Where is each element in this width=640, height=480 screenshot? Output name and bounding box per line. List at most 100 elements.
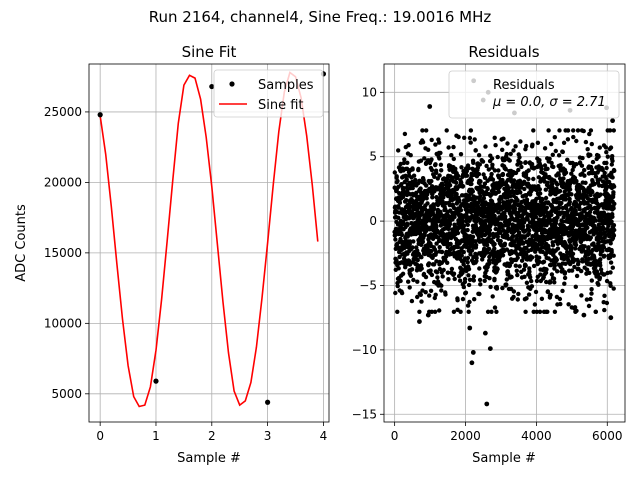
residual-outlier bbox=[425, 312, 431, 318]
residual-point bbox=[478, 184, 483, 189]
residual-point bbox=[439, 288, 444, 293]
residual-point bbox=[518, 139, 523, 144]
residual-point bbox=[397, 200, 403, 205]
residual-point bbox=[574, 162, 579, 167]
residual-point bbox=[505, 141, 510, 146]
residual-point bbox=[460, 183, 466, 189]
residual-point bbox=[436, 140, 442, 145]
legend-box bbox=[213, 69, 324, 118]
residual-point bbox=[604, 165, 609, 171]
residual-point bbox=[585, 225, 590, 230]
residual-point bbox=[582, 173, 587, 178]
residual-point bbox=[534, 278, 540, 284]
residual-point bbox=[502, 157, 507, 163]
residual-point bbox=[399, 182, 404, 187]
residual-point bbox=[465, 260, 470, 265]
residual-point bbox=[559, 236, 564, 241]
residual-point bbox=[469, 248, 475, 253]
residual-point bbox=[584, 222, 589, 227]
sine-fit-legend: Samples Sine fit bbox=[213, 69, 324, 118]
residual-point bbox=[425, 201, 430, 206]
residual-point bbox=[558, 163, 563, 168]
residual-point bbox=[611, 223, 617, 228]
x-tick-label: 0 bbox=[391, 429, 399, 443]
residual-point bbox=[474, 255, 479, 261]
residual-point bbox=[563, 197, 568, 202]
residual-point bbox=[452, 214, 457, 220]
residual-point bbox=[608, 241, 613, 246]
residual-point bbox=[497, 258, 502, 263]
residual-point bbox=[503, 214, 508, 219]
sine-fit-panel: Sine Fit 0 1 2 3 4 5000 10000 15000 20000 25000 S… bbox=[14, 43, 330, 466]
residual-point bbox=[458, 309, 463, 314]
residual-point bbox=[611, 253, 616, 258]
residual-point bbox=[602, 253, 607, 258]
residual-point bbox=[419, 266, 424, 271]
residual-point bbox=[461, 223, 467, 228]
residual-point bbox=[440, 199, 445, 204]
residual-point bbox=[496, 175, 502, 180]
residual-point bbox=[402, 131, 408, 137]
residual-point bbox=[459, 180, 464, 185]
residual-point bbox=[559, 200, 564, 206]
residual-point bbox=[466, 166, 471, 171]
residual-point bbox=[578, 200, 583, 206]
residual-point bbox=[568, 261, 573, 267]
residual-point bbox=[441, 267, 446, 273]
residual-point bbox=[465, 227, 470, 233]
x-tick-label: 2 bbox=[208, 429, 216, 443]
residual-point bbox=[395, 309, 400, 314]
residual-point bbox=[507, 158, 512, 163]
residual-point bbox=[449, 153, 454, 158]
residual-point bbox=[438, 162, 444, 167]
residual-point bbox=[610, 175, 615, 180]
residual-point bbox=[459, 165, 464, 170]
residual-point bbox=[402, 245, 407, 251]
residual-point bbox=[557, 188, 563, 194]
residual-point bbox=[487, 233, 492, 238]
residual-point bbox=[437, 308, 442, 313]
residual-point bbox=[545, 166, 550, 171]
residual-point bbox=[524, 296, 529, 301]
residual-point bbox=[611, 190, 616, 195]
residual-point bbox=[397, 191, 402, 196]
residual-point bbox=[428, 288, 434, 293]
residual-point bbox=[579, 293, 584, 298]
residual-point bbox=[562, 275, 568, 281]
residuals-panel: Residuals 0 2000 4000 6000 −15 −10 −5 0 5 10 Samp… bbox=[352, 43, 626, 466]
residual-point bbox=[481, 172, 486, 177]
residual-point bbox=[439, 283, 444, 288]
residual-point bbox=[492, 276, 497, 282]
residual-point bbox=[530, 255, 535, 260]
residual-point bbox=[494, 286, 500, 291]
residual-point bbox=[395, 178, 400, 184]
residual-point bbox=[593, 309, 598, 314]
x-tick-label: 3 bbox=[264, 429, 272, 443]
residual-point bbox=[528, 275, 533, 280]
residual-point bbox=[551, 164, 556, 170]
residual-point bbox=[523, 309, 528, 314]
residual-point bbox=[530, 142, 535, 147]
residual-point bbox=[471, 278, 476, 283]
residual-point bbox=[476, 200, 481, 205]
residual-point bbox=[406, 279, 411, 284]
residual-point bbox=[477, 277, 483, 283]
residual-point bbox=[446, 277, 451, 282]
residual-point bbox=[570, 167, 575, 173]
residuals-frame bbox=[383, 63, 626, 423]
residual-point bbox=[577, 206, 582, 212]
residual-point bbox=[598, 267, 604, 272]
residual-point bbox=[519, 164, 524, 170]
residual-point bbox=[456, 173, 461, 179]
residual-point bbox=[597, 177, 602, 182]
residual-point bbox=[504, 277, 509, 282]
residual-point bbox=[549, 141, 554, 147]
residual-point bbox=[570, 251, 576, 256]
residual-point bbox=[561, 176, 566, 181]
y-tick-label: 5000 bbox=[51, 387, 82, 401]
residual-point bbox=[563, 261, 568, 266]
residual-point bbox=[604, 160, 609, 166]
residual-point bbox=[477, 291, 482, 297]
residual-point bbox=[492, 168, 498, 173]
residual-point bbox=[593, 174, 599, 179]
